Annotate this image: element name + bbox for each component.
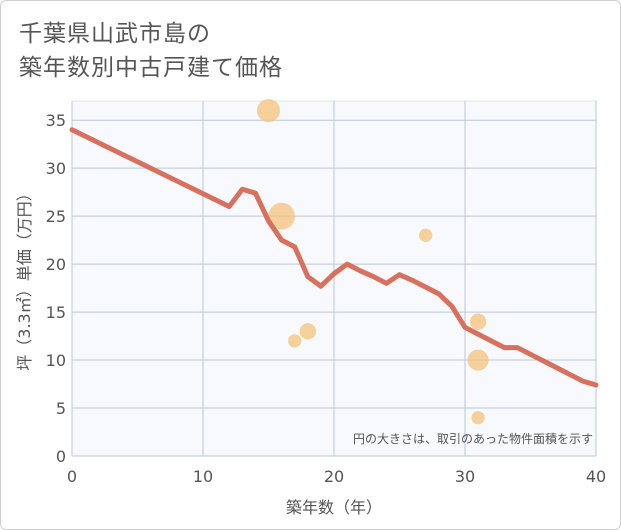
bubble-point <box>467 349 489 371</box>
y-tick-label: 5 <box>56 399 66 418</box>
grid <box>71 101 597 457</box>
x-tick-label: 0 <box>67 467 77 486</box>
x-tick-label: 20 <box>324 467 344 486</box>
y-tick-label: 0 <box>56 447 66 466</box>
bubble-point <box>419 228 433 242</box>
bubble-point <box>268 202 295 230</box>
y-tick-label: 10 <box>46 351 66 370</box>
bubble-point <box>469 313 487 330</box>
chart-title: 千葉県山武市島の 築年数別中古戸建て価格 <box>19 17 283 85</box>
y-tick-label: 35 <box>46 111 66 130</box>
y-axis-label: 坪（3.3㎡）単価（万円） <box>15 185 34 370</box>
y-tick-label: 20 <box>46 255 66 274</box>
y-tick-label: 25 <box>46 207 66 226</box>
title-line-2: 築年数別中古戸建て価格 <box>19 55 283 81</box>
y-tick-label: 30 <box>46 159 66 178</box>
bubble-series <box>256 99 489 425</box>
bubble-point <box>299 323 316 340</box>
title-line-1: 千葉県山武市島の <box>19 21 211 47</box>
bubble-point <box>256 99 281 123</box>
x-tick-label: 10 <box>193 467 213 486</box>
tick-labels: 0 10 20 30 40 0 5 10 15 20 25 30 35 <box>46 111 607 486</box>
size-annotation: 円の大きさは、取引のあった物件面積を示す <box>353 431 593 446</box>
average-line <box>69 127 599 388</box>
average-line-series <box>69 127 599 388</box>
bubble-point <box>288 334 302 348</box>
x-tick-label: 30 <box>455 467 475 486</box>
x-tick-label: 40 <box>586 467 606 486</box>
x-axis-label: 築年数（年） <box>286 498 382 517</box>
y-tick-label: 15 <box>46 303 66 322</box>
bubble-point <box>471 410 485 425</box>
